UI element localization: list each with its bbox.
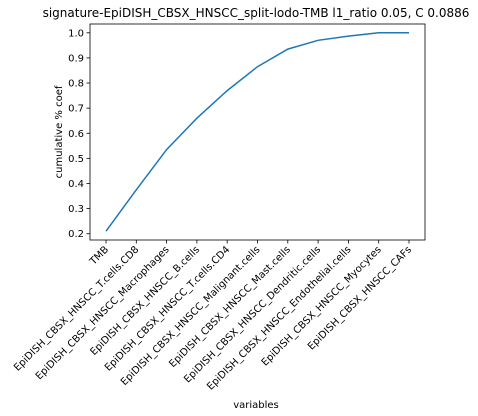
y-tick-label: 0.7 — [68, 104, 84, 115]
plot-frame — [89, 23, 426, 241]
x-axis-title: variables — [233, 400, 279, 411]
plot-area — [105, 32, 409, 232]
y-tick-label: 0.3 — [68, 204, 84, 215]
y-tick-label: 0.6 — [68, 129, 84, 140]
x-tick-label: EpiDISH_CBSX_HNSCC_B.cells — [88, 244, 202, 358]
y-tick-label: 0.8 — [68, 79, 84, 90]
x-axis: TMBEpiDISH_CBSX_HNSCC_T.cells.CD8EpiDISH… — [12, 240, 414, 393]
y-tick-label: 0.5 — [68, 154, 84, 165]
chart-title: signature-EpiDISH_CBSX_HNSCC_split-lodo-… — [43, 6, 470, 20]
y-tick-label: 1.0 — [68, 28, 84, 39]
y-tick-label: 0.9 — [68, 53, 84, 64]
x-tick-label: EpiDISH_CBSX_HNSCC_Malignant.cells — [119, 244, 263, 388]
y-axis-title: cumulative % coef — [54, 85, 65, 178]
x-tick-label: TMB — [87, 244, 111, 268]
y-tick-label: 0.4 — [68, 179, 84, 190]
series-line — [105, 32, 409, 232]
y-tick-label: 0.2 — [68, 229, 84, 240]
y-axis: 0.2 0.3 0.4 0.5 0.6 0.7 0.8 0.9 1.0 — [68, 28, 90, 240]
